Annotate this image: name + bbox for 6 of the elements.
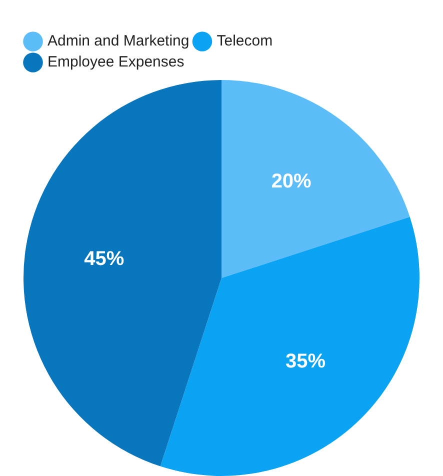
data-label: 45% — [84, 248, 124, 270]
legend-label: Telecom — [216, 32, 273, 50]
data-label: 20% — [271, 170, 312, 192]
legend-label: Employee Expenses — [48, 54, 184, 71]
legend-label: Admin and Marketing — [48, 32, 190, 50]
data-label: 35% — [285, 350, 326, 373]
